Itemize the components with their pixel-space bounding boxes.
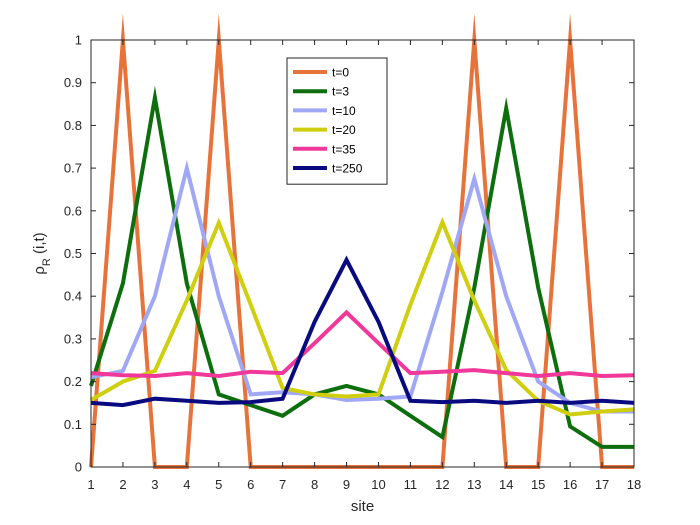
x-tick-label: 8 bbox=[311, 477, 318, 492]
x-tick-label: 6 bbox=[247, 477, 254, 492]
x-tick-label: 10 bbox=[371, 477, 385, 492]
x-tick-label: 14 bbox=[499, 477, 513, 492]
y-axis-label-subscript: R bbox=[41, 258, 53, 266]
axis-ticks: 1 2 3 4 5 6 7 8 9 10 11 12 13 14 15 16 17 1800.10.20.30.4… bbox=[64, 33, 641, 493]
x-tick-label: 17 bbox=[595, 477, 609, 492]
y-tick-label: 0.7 bbox=[64, 161, 82, 176]
x-tick-label: 18 bbox=[627, 477, 641, 492]
y-tick-label: 1 bbox=[75, 33, 82, 48]
legend-label: t=10 bbox=[332, 104, 356, 118]
y-tick-label: 0.9 bbox=[64, 75, 82, 90]
legend-label: t=0 bbox=[332, 66, 349, 80]
x-axis-label: site bbox=[351, 498, 374, 515]
x-tick-label: 4 bbox=[183, 477, 190, 492]
series-line-t-10 bbox=[90, 159, 634, 414]
x-tick-label: 3 bbox=[151, 477, 158, 492]
y-tick-label: 0.3 bbox=[64, 331, 82, 346]
legend-label: t=250 bbox=[332, 162, 363, 176]
x-tick-label: 1 bbox=[87, 477, 94, 492]
y-axis-label-rho: ρ bbox=[31, 266, 48, 275]
legend-label: t=20 bbox=[332, 123, 356, 137]
series-line-t-3 bbox=[89, 85, 634, 449]
x-tick-label: 13 bbox=[467, 477, 481, 492]
y-axis-label-suffix: (i,t) bbox=[31, 232, 48, 258]
y-tick-label: 0 bbox=[75, 460, 82, 475]
legend-box bbox=[286, 57, 388, 185]
legend: t=0 t=3 t=10 t=20 t=35 t=250 bbox=[286, 57, 388, 185]
x-tick-label: 16 bbox=[563, 477, 577, 492]
x-tick-label: 7 bbox=[279, 477, 286, 492]
x-tick-label: 15 bbox=[531, 477, 545, 492]
x-tick-label: 5 bbox=[215, 477, 222, 492]
legend-label: t=35 bbox=[332, 142, 356, 156]
y-tick-label: 0.8 bbox=[64, 118, 82, 133]
x-tick-label: 12 bbox=[435, 477, 449, 492]
y-axis-label: ρR (i,t) bbox=[31, 232, 53, 274]
y-tick-label: 0.2 bbox=[64, 374, 82, 389]
series-line-t-250 bbox=[90, 255, 635, 408]
x-tick-label: 2 bbox=[119, 477, 126, 492]
x-tick-label: 9 bbox=[343, 477, 350, 492]
series-line-t-35 bbox=[90, 309, 635, 379]
y-tick-label: 0.4 bbox=[64, 289, 82, 304]
x-tick-label: 11 bbox=[404, 477, 418, 492]
y-tick-label: 0.5 bbox=[64, 246, 82, 261]
legend-label: t=3 bbox=[332, 85, 349, 99]
y-tick-label: 0.1 bbox=[64, 417, 82, 432]
y-tick-label: 0.6 bbox=[64, 203, 82, 218]
